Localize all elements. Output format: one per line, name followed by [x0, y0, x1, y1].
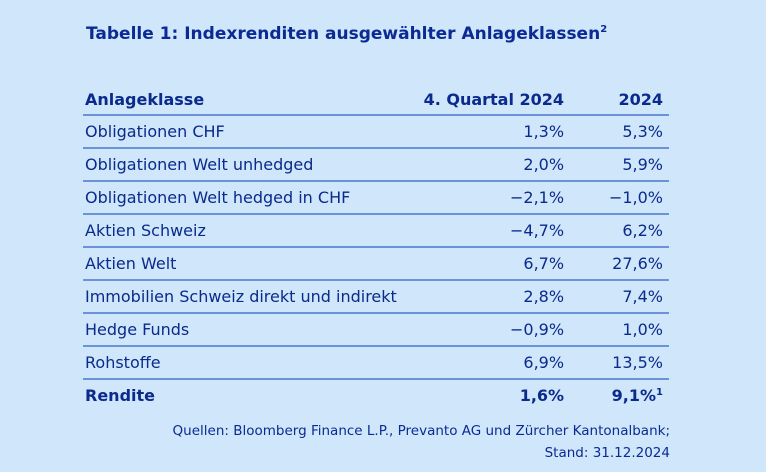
- asset-class-name: Obligationen CHF: [83, 115, 422, 149]
- year-return: 27,6%: [570, 247, 669, 281]
- asset-class-name: Immobilien Schweiz direkt und indirekt: [83, 280, 422, 314]
- header-q4-2024: 4. Quartal 2024: [421, 84, 571, 116]
- header-asset-class: Anlageklasse: [83, 84, 422, 116]
- year-return: 5,3%: [570, 115, 669, 149]
- source-line-2: Stand: 31.12.2024: [544, 445, 670, 461]
- table-row: Rohstoffe 6,9% 13,5%: [83, 346, 669, 380]
- asset-class-name: Aktien Schweiz: [83, 214, 422, 248]
- table-row: Hedge Funds −0,9% 1,0%: [83, 313, 669, 347]
- q4-return: −2,1%: [421, 181, 571, 215]
- year-return: −1,0%: [570, 181, 669, 215]
- header-2024: 2024: [570, 84, 669, 116]
- table-title-text: Tabelle 1: Indexrenditen ausgewählter An…: [86, 24, 601, 44]
- table-row: Aktien Welt 6,7% 27,6%: [83, 247, 669, 281]
- table-row: Immobilien Schweiz direkt und indirekt 2…: [83, 280, 669, 314]
- asset-class-name: Obligationen Welt unhedged: [83, 148, 422, 182]
- q4-return: 1,3%: [421, 115, 571, 149]
- year-return: 13,5%: [570, 346, 669, 380]
- year-return: 1,0%: [570, 313, 669, 347]
- returns-table: Anlageklasse 4. Quartal 2024 2024 Obliga…: [83, 84, 669, 411]
- total-year-return: 9,1%: [611, 386, 657, 405]
- table-row: Obligationen Welt hedged in CHF −2,1% −1…: [83, 181, 669, 215]
- total-year-return-cell: 9,1%1: [570, 379, 669, 411]
- source-line-1: Quellen: Bloomberg Finance L.P., Prevant…: [172, 423, 670, 439]
- year-return: 7,4%: [570, 280, 669, 314]
- total-footnote-mark: 1: [656, 387, 663, 398]
- table-row: Obligationen CHF 1,3% 5,3%: [83, 115, 669, 149]
- q4-return: 2,0%: [421, 148, 571, 182]
- table-row: Obligationen Welt unhedged 2,0% 5,9%: [83, 148, 669, 182]
- q4-return: 6,9%: [421, 346, 571, 380]
- total-q4-return: 1,6%: [519, 386, 565, 405]
- year-return: 5,9%: [570, 148, 669, 182]
- total-row: Rendite 1,6% 9,1%1: [83, 379, 669, 411]
- total-label: Rendite: [85, 386, 155, 405]
- title-footnote-mark: 2: [600, 24, 608, 35]
- q4-return: 2,8%: [421, 280, 571, 314]
- table-title: Tabelle 1: Indexrenditen ausgewählter An…: [86, 24, 607, 44]
- q4-return: −0,9%: [421, 313, 571, 347]
- asset-class-name: Rohstoffe: [83, 346, 422, 380]
- asset-class-name: Obligationen Welt hedged in CHF: [83, 181, 422, 215]
- q4-return: 6,7%: [421, 247, 571, 281]
- asset-class-name: Aktien Welt: [83, 247, 422, 281]
- asset-class-name: Hedge Funds: [83, 313, 422, 347]
- year-return: 6,2%: [570, 214, 669, 248]
- q4-return: −4,7%: [421, 214, 571, 248]
- source-note: Quellen: Bloomberg Finance L.P., Prevant…: [173, 420, 670, 464]
- table-row: Aktien Schweiz −4,7% 6,2%: [83, 214, 669, 248]
- table-header-row: Anlageklasse 4. Quartal 2024 2024: [83, 84, 669, 116]
